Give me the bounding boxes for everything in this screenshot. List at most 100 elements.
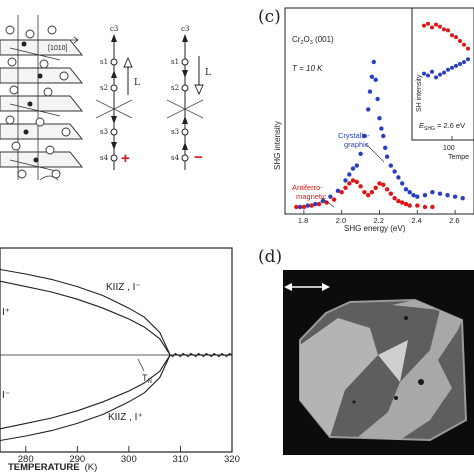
crystal-layer <box>0 39 84 56</box>
data-point-crystallographic <box>297 204 303 210</box>
data-point-antiferromagnetic <box>309 203 314 208</box>
data-point-crystallographic <box>377 116 382 121</box>
data-point-antiferromagnetic <box>366 193 371 198</box>
site-label: s1 <box>100 58 108 66</box>
site-s3 <box>181 128 189 136</box>
data-point-antiferromagnetic <box>422 204 428 210</box>
c3-arrowhead <box>111 34 117 42</box>
polarization-arrowhead-right <box>322 283 330 291</box>
oxygen-atom <box>17 169 27 179</box>
l-vector-down-arrow <box>194 56 204 96</box>
site-s4 <box>181 154 189 162</box>
inset-point-crystallographic <box>466 57 470 62</box>
c3-arrowhead <box>182 34 188 42</box>
mirror-line <box>166 99 204 119</box>
inset-point-crystallographic <box>442 70 446 75</box>
site-s3 <box>110 128 118 136</box>
inset-point-antiferromagnetic <box>438 24 442 29</box>
defect-spot <box>404 316 408 320</box>
data-point-crystallographic <box>430 190 435 195</box>
chromium-atom <box>37 73 43 79</box>
data-point-crystallographic <box>396 175 401 180</box>
data-point-crystallographic <box>384 154 390 159</box>
label-crystallographic-1: Crystallo- <box>338 131 370 140</box>
data-point-antiferromagnetic <box>301 204 307 210</box>
inset-energy-label: ESHG = 2.6 eV <box>419 121 465 132</box>
x-tick-label: 300 <box>121 454 137 465</box>
panel-label-d: (d) <box>258 247 282 267</box>
data-point-antiferromagnetic <box>396 198 401 204</box>
inset-point-antiferromagnetic <box>458 39 462 43</box>
x-tick-label: 290 <box>69 454 85 465</box>
data-point-antiferromagnetic <box>407 203 412 208</box>
data-point-crystallographic <box>411 193 416 198</box>
y-axis-label: SHG intensity <box>273 121 282 170</box>
spin-down-arrow <box>182 70 188 78</box>
defect-spot <box>394 396 398 400</box>
data-point-antiferromagnetic <box>392 196 397 201</box>
chromium-atom <box>27 101 33 107</box>
label-antiferromagnetic-2: magnetic <box>296 192 327 201</box>
x-axis-label: SHG energy (eV) <box>344 224 406 233</box>
x-tick-label: 320 <box>224 454 240 465</box>
data-point-antiferromagnetic <box>388 191 393 196</box>
data-point-antiferromagnetic <box>377 181 382 186</box>
inset-point-crystallographic <box>462 60 466 65</box>
crystal-layer <box>0 151 84 168</box>
spin-up-arrow <box>182 116 188 124</box>
site-label: s3 <box>171 128 179 136</box>
data-point-antiferromagnetic <box>403 201 409 207</box>
data-point-crystallographic <box>328 194 333 199</box>
data-point-crystallographic <box>437 191 443 196</box>
data-point-antiferromagnetic <box>339 190 344 195</box>
data-point-crystallographic <box>452 194 458 199</box>
crystal-layer <box>0 95 84 112</box>
panel-b-chart: 280 290 300 310 320 KIIZ , I⁻ I⁺ I⁻ KIIZ , I… <box>0 247 240 473</box>
l-vector-up-arrow <box>123 56 133 95</box>
curve-3 <box>0 354 232 442</box>
inset-point-antiferromagnetic <box>422 23 426 28</box>
bond-line <box>9 159 61 173</box>
inset-x-tick-label: 100 <box>443 145 455 152</box>
panel-c-chart: (c) 1.8 2.0 2.2 2.4 2.6 Cr2O3 (001) T = 10 K… <box>258 7 474 233</box>
oxygen-atom <box>61 127 71 137</box>
spin-up-arrow <box>111 70 117 78</box>
plot-frame <box>0 247 233 453</box>
panel-label-c: (c) <box>258 7 281 27</box>
x-ticks: 1.8 2.0 2.2 2.4 2.6 <box>298 210 460 225</box>
data-point-antiferromagnetic <box>373 185 378 190</box>
data-point-crystallographic <box>305 203 310 208</box>
site-s1 <box>110 58 118 66</box>
data-point-crystallographic <box>375 96 380 102</box>
x-tick-label: 1.8 <box>298 216 308 225</box>
inset-point-crystallographic <box>426 73 430 78</box>
site-label: s3 <box>100 128 108 136</box>
oxygen-atom <box>5 25 15 35</box>
inset-point-crystallographic <box>446 67 450 72</box>
data-point-antiferromagnetic <box>381 182 386 187</box>
inset-point-antiferromagnetic <box>450 33 454 38</box>
curve-label-iminus: I⁻ <box>2 390 10 401</box>
label-pointer <box>365 143 385 163</box>
data-point-crystallographic <box>383 145 388 150</box>
oxygen-atom <box>9 85 19 95</box>
data-point-crystallographic <box>373 77 378 83</box>
data-point-antiferromagnetic <box>369 190 375 195</box>
defect-spot <box>352 400 356 404</box>
data-point-crystallographic <box>422 193 428 198</box>
c3-label: c3 <box>110 25 118 33</box>
oxygen-atom <box>11 141 21 151</box>
site-label: s1 <box>171 58 179 66</box>
inset-point-crystallographic <box>430 69 434 74</box>
data-point-crystallographic <box>407 190 412 195</box>
crystal-layer <box>0 123 84 140</box>
oxygen-atom <box>45 145 55 155</box>
inset-point-antiferromagnetic <box>426 21 430 26</box>
tn-label: TN <box>142 373 152 385</box>
oxygen-atom <box>43 87 53 97</box>
x-tick-label: 2.6 <box>449 216 459 225</box>
inset-point-crystallographic <box>434 75 438 80</box>
x-tick-label: 310 <box>172 454 188 465</box>
chromium-atom <box>23 129 29 135</box>
inset-points <box>422 21 470 80</box>
